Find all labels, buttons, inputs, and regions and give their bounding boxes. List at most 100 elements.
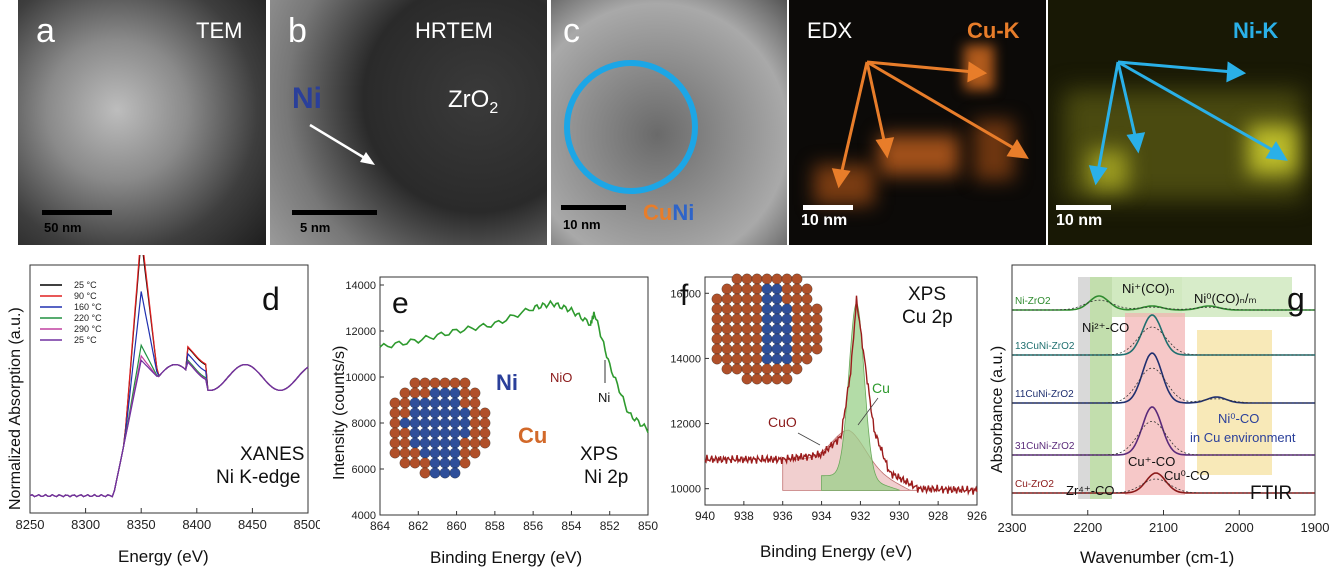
atom [409, 397, 421, 409]
atom [449, 407, 461, 419]
ftir-x-ticks: 2300 2200 2100 2000 1900 [998, 510, 1329, 535]
ftir-series-line [1012, 352, 1315, 404]
atom [389, 447, 401, 459]
annot-niplus: Ni⁺(CO)ₙ [1122, 281, 1174, 296]
panel-letter-d: d [262, 281, 280, 317]
atom [771, 303, 783, 315]
atom [761, 333, 773, 345]
atom [399, 427, 411, 439]
atom [439, 417, 451, 429]
atom [429, 417, 441, 429]
atom [751, 303, 763, 315]
ftir-curves [1012, 295, 1315, 494]
atom [409, 417, 421, 429]
hrtem-label: HRTEM [415, 18, 493, 43]
y-tick-label: 12000 [345, 326, 376, 338]
cuni-circle [564, 60, 698, 194]
atom [439, 447, 451, 459]
atom [771, 373, 783, 385]
atom [751, 363, 763, 375]
band-ni2 [1090, 277, 1112, 499]
atom [429, 397, 441, 409]
sample-label: 11CuNi-ZrO2 [1015, 389, 1074, 400]
xps-ni-y-ticks: 4000 6000 8000 10000 12000 14000 [345, 280, 384, 522]
atom [771, 273, 783, 285]
legend-label: 25 °C [74, 280, 97, 290]
legend-label: 25 °C [74, 335, 97, 345]
atom [409, 407, 421, 419]
ftir-xlabel: Wavenumber (cm-1) [1080, 548, 1234, 567]
atom [721, 283, 733, 295]
atom [751, 373, 763, 385]
scale-bar-a [42, 210, 112, 215]
ftir-ylabel: Absorbance (a.u.) [989, 346, 1006, 473]
legend-label: 160 °C [74, 302, 102, 312]
atom [479, 417, 491, 429]
atom [439, 407, 451, 419]
annot-cuenv: in Cu environment [1190, 430, 1296, 445]
xps-ni-xlabel: Binding Energy (eV) [430, 548, 582, 567]
atom [409, 427, 421, 439]
y-tick-label: 8000 [352, 418, 376, 430]
panel-letter-b: b [288, 12, 307, 50]
xps-ni-curve [379, 299, 649, 434]
atom [751, 353, 763, 365]
atom [781, 343, 793, 355]
atom [389, 417, 401, 429]
atom [409, 387, 421, 399]
atom [731, 273, 743, 285]
xps-ni-ylabel: Intensity (counts/s) [331, 346, 348, 480]
atom [409, 457, 421, 469]
atom [761, 283, 773, 295]
legend-label: 290 °C [74, 324, 102, 334]
scale-text-cu: 10 nm [801, 212, 848, 229]
x-tick-label: 8250 [16, 517, 45, 532]
atom [389, 437, 401, 449]
atom [711, 293, 723, 305]
x-tick-label: 860 [447, 519, 467, 533]
ftir-sample-labels: Ni-ZrO2 13CuNi-ZrO2 11CuNi-ZrO2 31CuNi-ZrO2… [1015, 296, 1075, 490]
atom [479, 437, 491, 449]
atom [801, 313, 813, 325]
edx-label: EDX [807, 18, 853, 43]
struct-ni-label: Ni [496, 370, 518, 395]
atom [711, 333, 723, 345]
ni-k-label: Ni-K [1233, 18, 1279, 43]
atom [781, 333, 793, 345]
atom [741, 323, 753, 335]
cu-pointer [857, 397, 879, 426]
ni-arrows [1088, 60, 1288, 186]
atom [459, 407, 471, 419]
atom [801, 293, 813, 305]
atom [781, 293, 793, 305]
atom [761, 343, 773, 355]
atom [771, 363, 783, 375]
atom [469, 427, 481, 439]
band-cu [1125, 313, 1185, 495]
y-tick-label: 10000 [345, 372, 376, 384]
atom [791, 293, 803, 305]
atom [449, 387, 461, 399]
atom [439, 397, 451, 409]
cuni-structure-e [389, 377, 491, 479]
panel-letter-c: c [563, 12, 580, 50]
atom [731, 283, 743, 295]
panel-c-edx-ni-map: Ni-K 10 nm [1048, 0, 1312, 245]
atom [751, 283, 763, 295]
band-niplus [1112, 277, 1182, 317]
cu-arrows [831, 60, 1029, 189]
atom [801, 353, 813, 365]
atom [429, 377, 441, 389]
nio-label: NiO [550, 370, 572, 385]
panel-a-tem-image: a TEM 50 nm [18, 0, 266, 245]
xps-cu-title-2: Cu 2p [902, 307, 953, 328]
atom [429, 437, 441, 449]
legend-label: 90 °C [74, 291, 97, 301]
atom [801, 323, 813, 335]
atom [731, 303, 743, 315]
x-tick-label: 938 [734, 509, 754, 523]
atom [731, 313, 743, 325]
atom [721, 363, 733, 375]
atom [469, 447, 481, 459]
